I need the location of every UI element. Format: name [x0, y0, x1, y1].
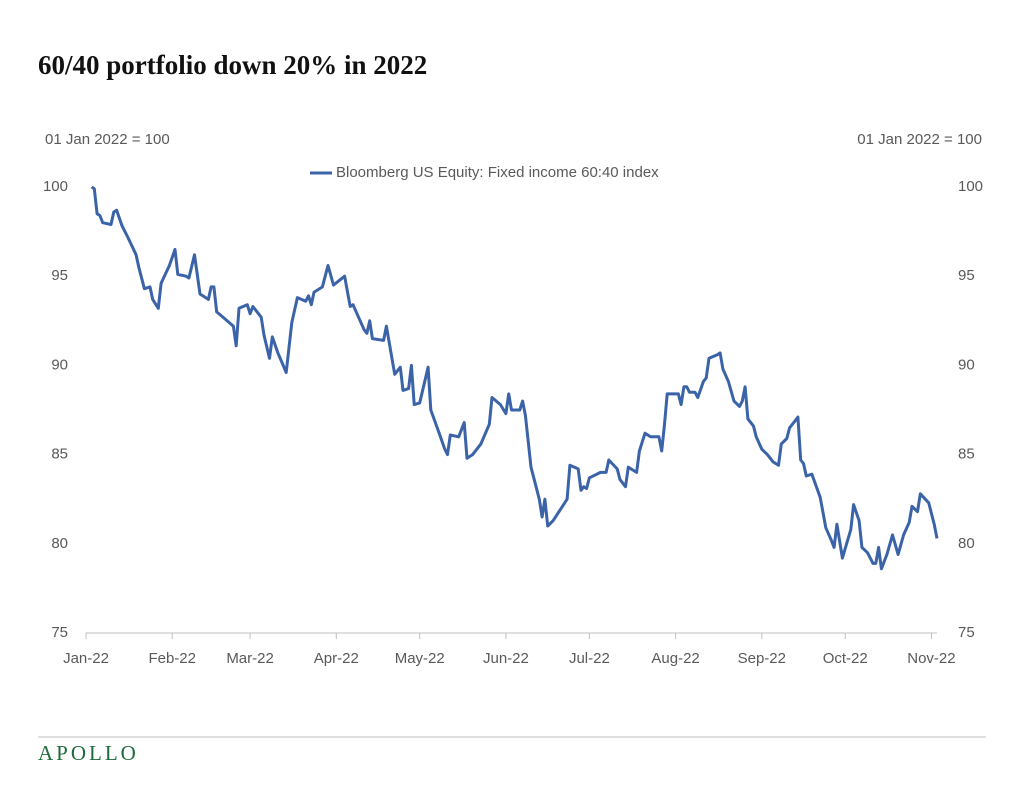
y2-tick-label: 90 [958, 356, 975, 373]
x-tick-label: Sep-22 [738, 650, 786, 667]
y2-tick-label: 80 [958, 535, 975, 552]
x-tick-label: Feb-22 [148, 650, 196, 667]
y2-tick-label: 100 [958, 178, 983, 195]
y-axis-label: 01 Jan 2022 = 100 [45, 131, 170, 148]
y-tick-label: 85 [51, 446, 68, 463]
x-tick-label: Mar-22 [226, 650, 274, 667]
x-tick-label: Nov-22 [907, 650, 955, 667]
y2-tick-label: 95 [958, 267, 975, 284]
x-tick-label: Jul-22 [569, 650, 610, 667]
chart-title: 60/40 portfolio down 20% in 2022 [38, 50, 427, 80]
x-tick-label: Oct-22 [823, 650, 868, 667]
y2-axis-label: 01 Jan 2022 = 100 [857, 131, 982, 148]
y2-tick-label: 75 [958, 624, 975, 641]
x-tick-label: May-22 [395, 650, 445, 667]
y-tick-label: 75 [51, 624, 68, 641]
x-tick-label: Jun-22 [483, 650, 529, 667]
y-tick-label: 80 [51, 535, 68, 552]
y2-tick-label: 85 [958, 446, 975, 463]
series-line [90, 185, 939, 571]
y-tick-label: 90 [51, 356, 68, 373]
x-tick-label: Jan-22 [63, 650, 109, 667]
x-tick-label: Aug-22 [651, 650, 699, 667]
y-tick-label: 95 [51, 267, 68, 284]
brand: APOLLO [38, 741, 139, 765]
legend-label: Bloomberg US Equity: Fixed income 60:40 … [336, 164, 659, 181]
y-tick-label: 100 [43, 178, 68, 195]
x-tick-label: Apr-22 [314, 650, 359, 667]
